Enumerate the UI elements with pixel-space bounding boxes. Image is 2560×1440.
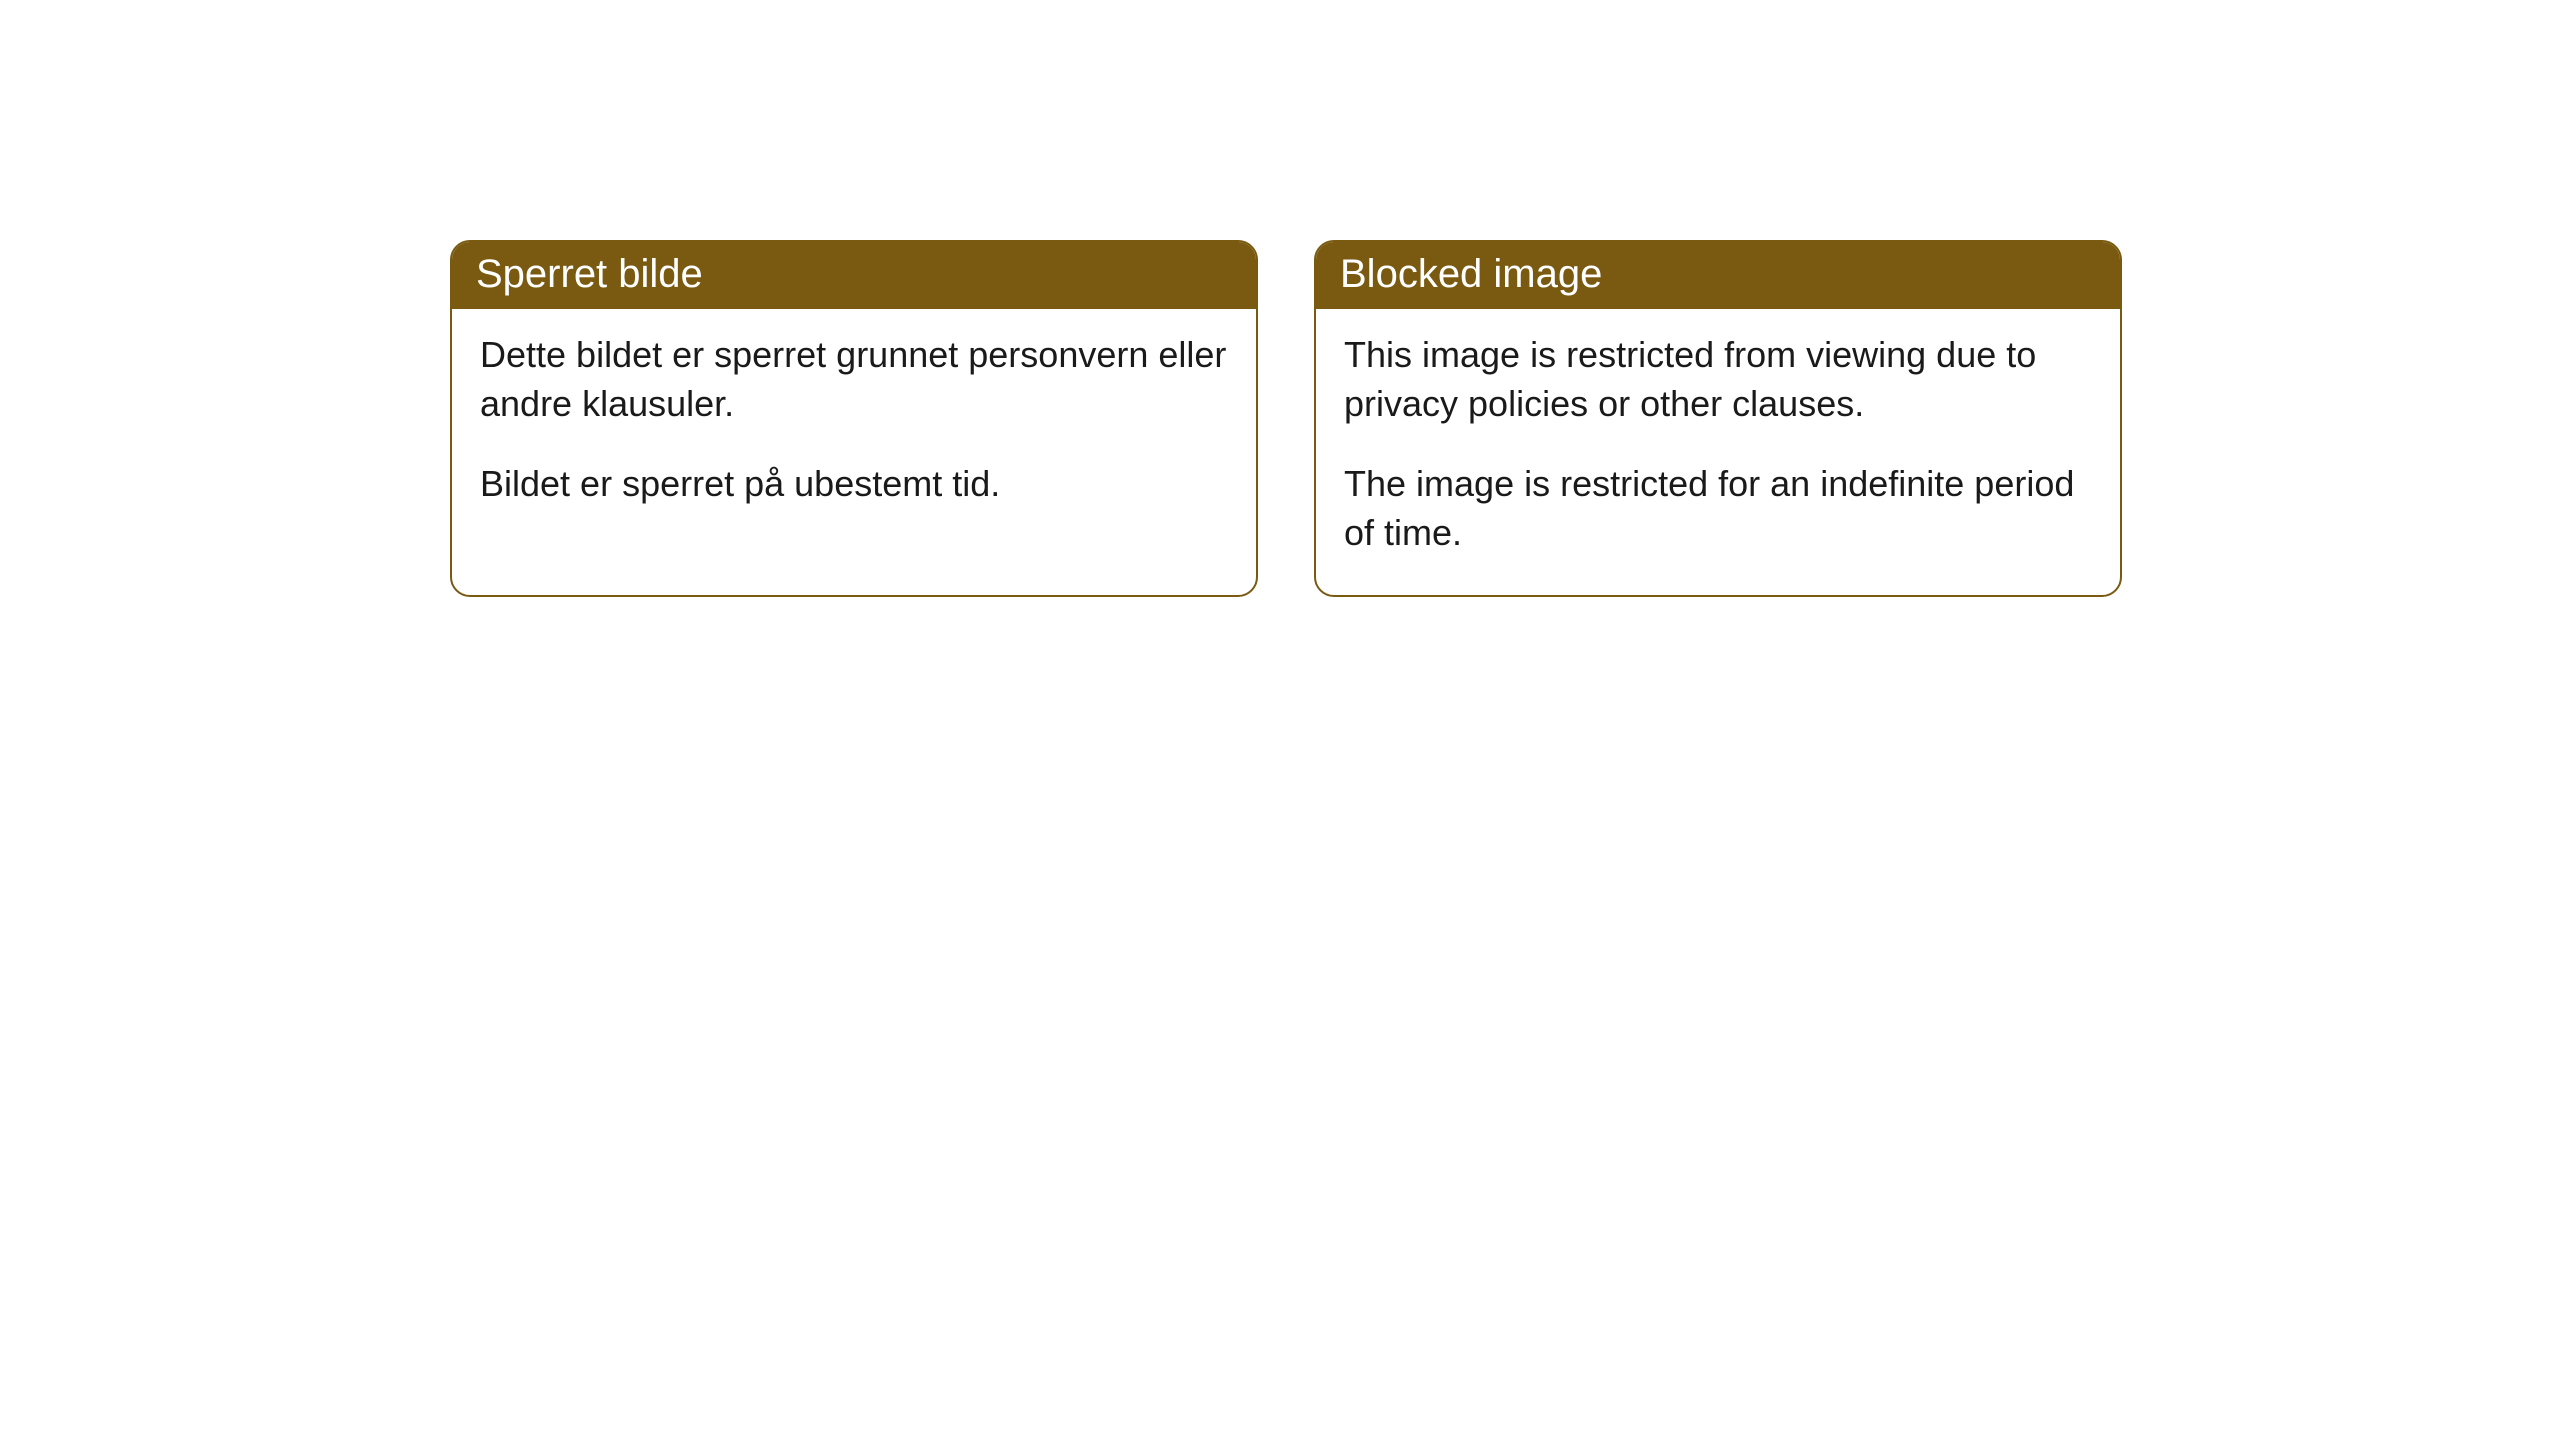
card-body-no: Dette bildet er sperret grunnet personve… xyxy=(452,309,1256,547)
card-paragraph-no-2: Bildet er sperret på ubestemt tid. xyxy=(480,460,1228,509)
card-header-no: Sperret bilde xyxy=(452,242,1256,309)
card-paragraph-en-2: The image is restricted for an indefinit… xyxy=(1344,460,2092,557)
card-paragraph-en-1: This image is restricted from viewing du… xyxy=(1344,331,2092,428)
card-header-en: Blocked image xyxy=(1316,242,2120,309)
notice-cards-container: Sperret bilde Dette bildet er sperret gr… xyxy=(450,240,2122,597)
blocked-image-card-en: Blocked image This image is restricted f… xyxy=(1314,240,2122,597)
card-paragraph-no-1: Dette bildet er sperret grunnet personve… xyxy=(480,331,1228,428)
card-body-en: This image is restricted from viewing du… xyxy=(1316,309,2120,595)
blocked-image-card-no: Sperret bilde Dette bildet er sperret gr… xyxy=(450,240,1258,597)
